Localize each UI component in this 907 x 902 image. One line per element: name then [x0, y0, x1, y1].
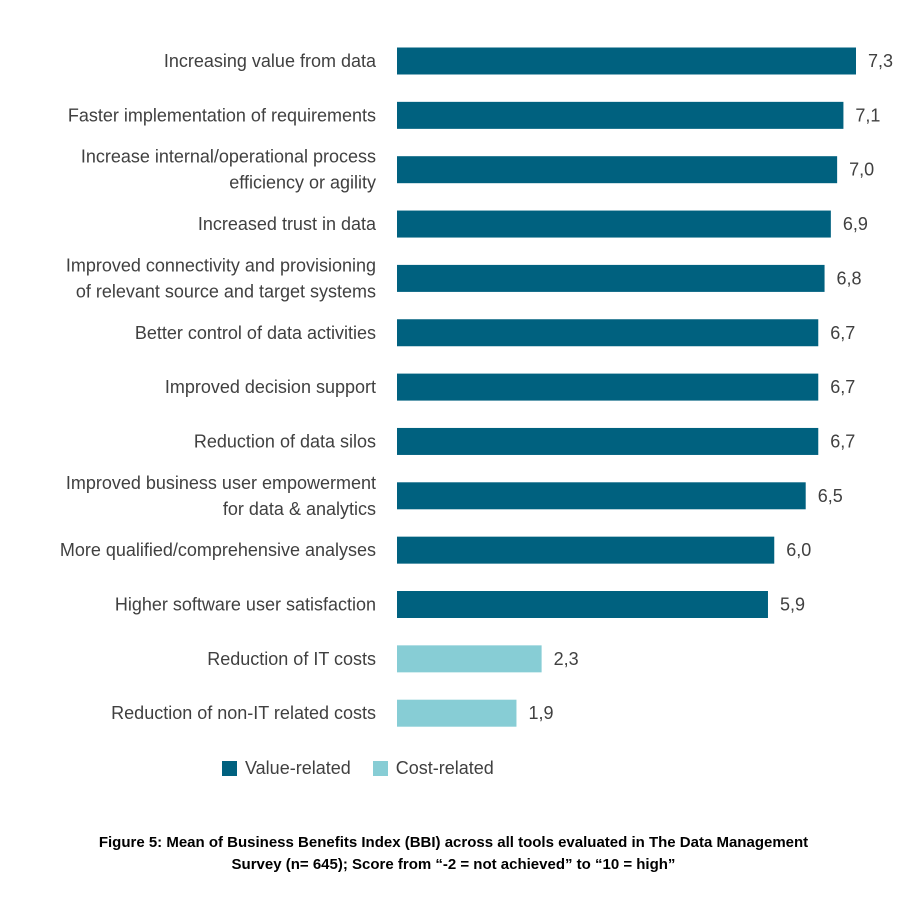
bar: [397, 482, 806, 510]
bar: [397, 427, 819, 455]
category-label: efficiency or agility: [229, 173, 376, 193]
legend-item-cost: Cost-related: [372, 757, 494, 779]
data-label: 6,7: [830, 323, 855, 343]
figure-caption: Figure 5: Mean of Business Benefits Inde…: [0, 832, 907, 876]
data-label: 6,9: [843, 214, 868, 234]
category-label: Improved connectivity and provisioning: [66, 255, 376, 275]
data-label: 1,9: [528, 703, 553, 723]
category-label: Reduction of data silos: [194, 431, 376, 451]
category-label: Improved decision support: [165, 377, 376, 397]
category-label: Increasing value from data: [164, 51, 377, 71]
bar: [397, 210, 831, 238]
bar: [397, 373, 819, 401]
data-label: 6,7: [830, 377, 855, 397]
data-label: 7,1: [855, 105, 880, 125]
legend-swatch-cost: [372, 760, 388, 776]
bar: [397, 645, 542, 673]
bar: [397, 319, 819, 347]
caption-line-2: Survey (n= 645); Score from “-2 = not ac…: [231, 856, 676, 873]
legend-label-cost: Cost-related: [395, 757, 494, 778]
data-label: 6,0: [786, 540, 811, 560]
bar-chart: 7,3 Increasing value from data 7,1 Faster i…: [60, 47, 893, 727]
bar: [397, 101, 844, 129]
bar: [397, 699, 517, 727]
data-label: 2,3: [554, 649, 579, 669]
legend-label-value: Value-related: [245, 757, 351, 778]
bar: [397, 47, 856, 75]
data-label: 6,7: [830, 431, 855, 451]
legend-item-value: Value-related: [222, 758, 351, 779]
bar: [397, 591, 768, 618]
category-label: Increased trust in data: [198, 214, 377, 234]
caption-line-1: Figure 5: Mean of Business Benefits Inde…: [98, 834, 809, 851]
category-label: More qualified/comprehensive analyses: [60, 540, 376, 560]
data-label: 6,8: [837, 268, 862, 288]
category-label: for data & analytics: [223, 499, 376, 519]
category-label: Reduction of non-IT related costs: [111, 703, 376, 723]
category-label: Better control of data activities: [135, 323, 376, 343]
legend: Value-related Cost-related: [222, 756, 516, 780]
data-label: 5,9: [780, 595, 805, 615]
category-label: Increase internal/operational process: [81, 147, 376, 167]
category-label: Improved business user empowerment: [66, 473, 376, 493]
legend-swatch-value: [222, 760, 237, 776]
data-label: 6,5: [818, 486, 843, 506]
category-label: Reduction of IT costs: [207, 649, 376, 669]
data-label: 7,0: [849, 160, 874, 180]
bar: [397, 536, 775, 564]
category-label: of relevant source and target systems: [76, 281, 376, 301]
category-label: Faster implementation of requirements: [68, 105, 376, 125]
data-label: 7,3: [868, 51, 893, 71]
bar: [397, 156, 838, 184]
category-label: Higher software user satisfaction: [115, 595, 376, 615]
bar: [397, 264, 825, 292]
